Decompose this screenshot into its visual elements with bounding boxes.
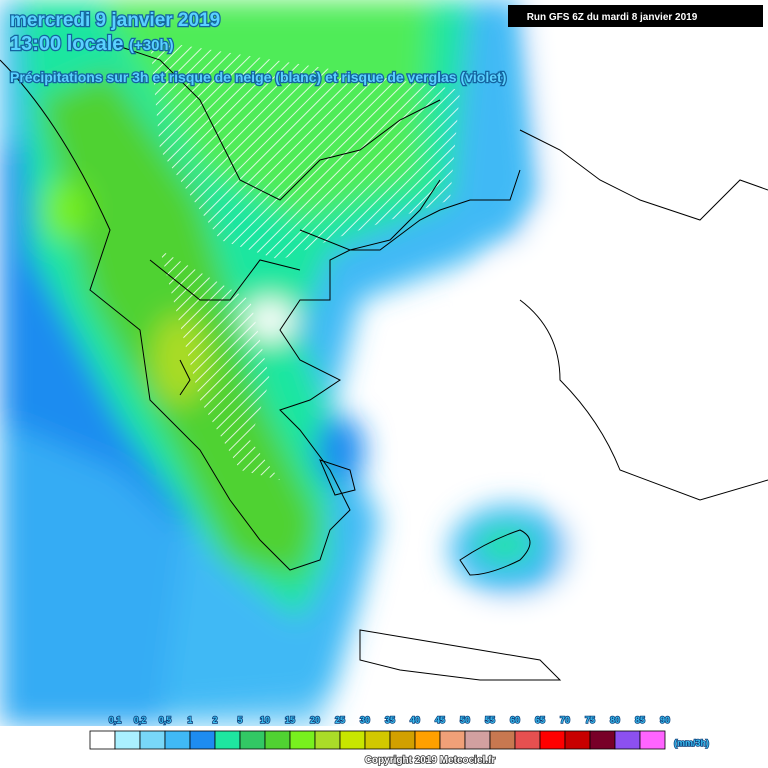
legend-swatch bbox=[539, 730, 566, 750]
legend-swatch bbox=[589, 730, 616, 750]
legend-swatch bbox=[314, 730, 341, 750]
legend-swatch bbox=[614, 730, 641, 750]
legend-label: 5 bbox=[237, 715, 242, 725]
copyright: Copyright 2019 Meteociel.fr bbox=[365, 755, 496, 766]
legend-swatch bbox=[114, 730, 141, 750]
legend-label: 0,5 bbox=[159, 715, 172, 725]
legend-swatch bbox=[489, 730, 516, 750]
legend-swatch bbox=[414, 730, 441, 750]
legend-swatch bbox=[264, 730, 291, 750]
legend-label: 20 bbox=[310, 715, 320, 725]
run-box bbox=[508, 5, 763, 27]
legend-swatch bbox=[89, 730, 116, 750]
legend-swatch bbox=[214, 730, 241, 750]
legend-label: 75 bbox=[585, 715, 595, 725]
legend-label: 45 bbox=[435, 715, 445, 725]
legend-label: 10 bbox=[260, 715, 270, 725]
legend-swatch bbox=[564, 730, 591, 750]
legend-label: 25 bbox=[335, 715, 345, 725]
legend-swatch bbox=[464, 730, 491, 750]
legend-swatch bbox=[239, 730, 266, 750]
legend-swatch bbox=[164, 730, 191, 750]
legend-swatch bbox=[389, 730, 416, 750]
legend-label: 1 bbox=[187, 715, 192, 725]
coastlines bbox=[0, 39, 768, 681]
legend-label: 90 bbox=[660, 715, 670, 725]
date: mercredi 9 janvier 2019 bbox=[10, 10, 220, 31]
legend-label: 65 bbox=[535, 715, 545, 725]
run-label: Run GFS 6Z du mardi 8 janvier 2019 bbox=[527, 12, 698, 23]
legend-swatch bbox=[139, 730, 166, 750]
legend-label: 60 bbox=[510, 715, 520, 725]
legend-label: 0,2 bbox=[134, 715, 147, 725]
subtitle: Précipitations sur 3h et risque de neige… bbox=[10, 69, 506, 85]
precipitation-field bbox=[0, 0, 768, 726]
lead-time: (+30h) bbox=[129, 37, 174, 54]
local-time: 13:00 locale (+30h) bbox=[10, 33, 174, 55]
legend: 0,1 0,2 0,5 1 2 5 10 15 20 25 30 35 40 45 50 55 60 65 70 75… bbox=[89, 714, 671, 750]
legend-label: 40 bbox=[410, 715, 420, 725]
legend-label: 35 bbox=[385, 715, 395, 725]
legend-label: 30 bbox=[360, 715, 370, 725]
legend-swatch bbox=[364, 730, 391, 750]
legend-label: 70 bbox=[560, 715, 570, 725]
legend-swatch bbox=[289, 730, 316, 750]
legend-swatch bbox=[189, 730, 216, 750]
unit: (mm/3h) bbox=[674, 738, 709, 748]
legend-swatch bbox=[339, 730, 366, 750]
legend-swatch bbox=[439, 730, 466, 750]
legend-swatch bbox=[514, 730, 541, 750]
legend-label: 85 bbox=[635, 715, 645, 725]
legend-label: 50 bbox=[460, 715, 470, 725]
legend-label: 0,1 bbox=[109, 715, 122, 725]
legend-label: 80 bbox=[610, 715, 620, 725]
legend-swatch bbox=[639, 730, 666, 750]
legend-label: 15 bbox=[285, 715, 295, 725]
legend-label: 2 bbox=[212, 715, 217, 725]
legend-label: 55 bbox=[485, 715, 495, 725]
time: 13:00 locale bbox=[10, 33, 123, 55]
